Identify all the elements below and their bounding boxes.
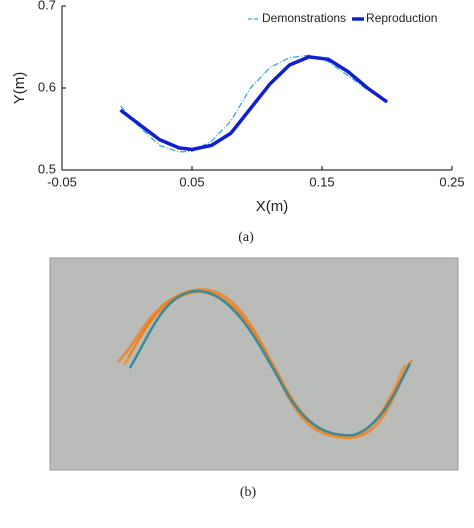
x-tick-label: 0.05 bbox=[179, 174, 204, 189]
y-axis-label: Y(m) bbox=[11, 72, 28, 105]
x-axis-label: X(m) bbox=[256, 198, 289, 215]
y-tick-label: 0.7 bbox=[38, 0, 56, 12]
photo bbox=[49, 257, 459, 471]
y-tick-label: 0.5 bbox=[38, 161, 56, 176]
x-tick-label: -0.05 bbox=[47, 174, 77, 189]
legend-label: Reproduction bbox=[366, 11, 437, 25]
x-tick-label: 0.15 bbox=[309, 174, 334, 189]
line-series bbox=[120, 54, 388, 153]
caption: (b) bbox=[240, 485, 257, 500]
x-tick-label: 0.25 bbox=[439, 174, 464, 189]
legend-label: Demonstrations bbox=[262, 11, 346, 25]
caption: (a) bbox=[238, 230, 254, 245]
line-series bbox=[119, 55, 389, 152]
y-tick-label: 0.6 bbox=[38, 79, 56, 94]
